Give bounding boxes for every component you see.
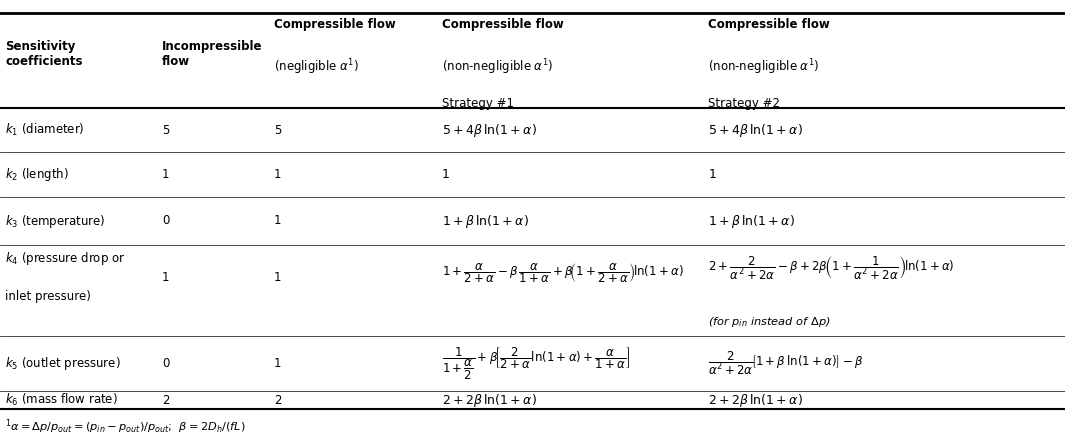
Text: $\mathit{k}_5$ (outlet pressure): $\mathit{k}_5$ (outlet pressure) <box>5 355 121 372</box>
Text: $\mathit{k}_6$ (mass flow rate): $\mathit{k}_6$ (mass flow rate) <box>5 392 118 408</box>
Text: 1: 1 <box>442 168 449 181</box>
Text: Sensitivity
coefficients: Sensitivity coefficients <box>5 40 83 68</box>
Text: $2+\dfrac{2}{\alpha^2+2\alpha}-\beta+2\beta\!\left(1+\dfrac{1}{\alpha^2+2\alpha}: $2+\dfrac{2}{\alpha^2+2\alpha}-\beta+2\b… <box>708 255 955 282</box>
Text: $^1\alpha = \Delta p/p_{out} = (p_{in} - p_{out})/p_{out}$;  $\beta = 2D_h/(fL)$: $^1\alpha = \Delta p/p_{out} = (p_{in} -… <box>5 417 246 436</box>
Text: (for $p_{in}$ instead of $\Delta p$): (for $p_{in}$ instead of $\Delta p$) <box>708 315 831 328</box>
Text: 1: 1 <box>162 271 169 284</box>
Text: (negligible $\alpha^1$): (negligible $\alpha^1$) <box>274 57 359 77</box>
Text: $\dfrac{1}{1+\dfrac{\alpha}{2}}+\beta\!\left[\dfrac{2}{2+\alpha}\ln(1+\alpha)+\d: $\dfrac{1}{1+\dfrac{\alpha}{2}}+\beta\!\… <box>442 345 630 382</box>
Text: 1: 1 <box>274 168 281 181</box>
Text: Compressible flow: Compressible flow <box>442 18 563 30</box>
Text: $5+4\beta\,\ln(1+\alpha)$: $5+4\beta\,\ln(1+\alpha)$ <box>442 122 537 139</box>
Text: $\mathit{k}_4$ (pressure drop or: $\mathit{k}_4$ (pressure drop or <box>5 250 126 267</box>
Text: inlet pressure): inlet pressure) <box>5 290 92 302</box>
Text: 0: 0 <box>162 214 169 228</box>
Text: $2+2\beta\,\ln(1+\alpha)$: $2+2\beta\,\ln(1+\alpha)$ <box>708 392 803 408</box>
Text: 0: 0 <box>162 357 169 370</box>
Text: 2: 2 <box>274 393 281 407</box>
Text: (non-negligible $\alpha^1$): (non-negligible $\alpha^1$) <box>708 57 820 77</box>
Text: 1: 1 <box>274 214 281 228</box>
Text: 2: 2 <box>162 393 169 407</box>
Text: Incompressible
flow: Incompressible flow <box>162 40 262 68</box>
Text: Strategy #2: Strategy #2 <box>708 97 781 110</box>
Text: $1+\dfrac{\alpha}{2+\alpha}-\beta\,\dfrac{\alpha}{1+\alpha}+\beta\!\left(1+\dfra: $1+\dfrac{\alpha}{2+\alpha}-\beta\,\dfra… <box>442 261 684 285</box>
Text: 1: 1 <box>274 271 281 284</box>
Text: $\mathit{k}_2$ (length): $\mathit{k}_2$ (length) <box>5 166 69 183</box>
Text: Strategy #1: Strategy #1 <box>442 97 514 110</box>
Text: $\dfrac{2}{\alpha^2+2\alpha}\!\left[1+\beta\,\ln(1+\alpha)\right]-\beta$: $\dfrac{2}{\alpha^2+2\alpha}\!\left[1+\b… <box>708 350 864 377</box>
Text: (non-negligible $\alpha^1$): (non-negligible $\alpha^1$) <box>442 57 554 77</box>
Text: Compressible flow: Compressible flow <box>708 18 830 30</box>
Text: $\mathit{k}_3$ (temperature): $\mathit{k}_3$ (temperature) <box>5 213 105 229</box>
Text: 5: 5 <box>162 124 169 137</box>
Text: $1+\beta\,\ln(1+\alpha)$: $1+\beta\,\ln(1+\alpha)$ <box>708 213 796 229</box>
Text: 5: 5 <box>274 124 281 137</box>
Text: $1+\beta\,\ln(1+\alpha)$: $1+\beta\,\ln(1+\alpha)$ <box>442 213 529 229</box>
Text: 1: 1 <box>162 168 169 181</box>
Text: 1: 1 <box>708 168 716 181</box>
Text: Compressible flow: Compressible flow <box>274 18 395 30</box>
Text: 1: 1 <box>274 357 281 370</box>
Text: $2+2\beta\,\ln(1+\alpha)$: $2+2\beta\,\ln(1+\alpha)$ <box>442 392 537 408</box>
Text: $5+4\beta\,\ln(1+\alpha)$: $5+4\beta\,\ln(1+\alpha)$ <box>708 122 803 139</box>
Text: $\mathit{k}_1$ (diameter): $\mathit{k}_1$ (diameter) <box>5 122 85 138</box>
